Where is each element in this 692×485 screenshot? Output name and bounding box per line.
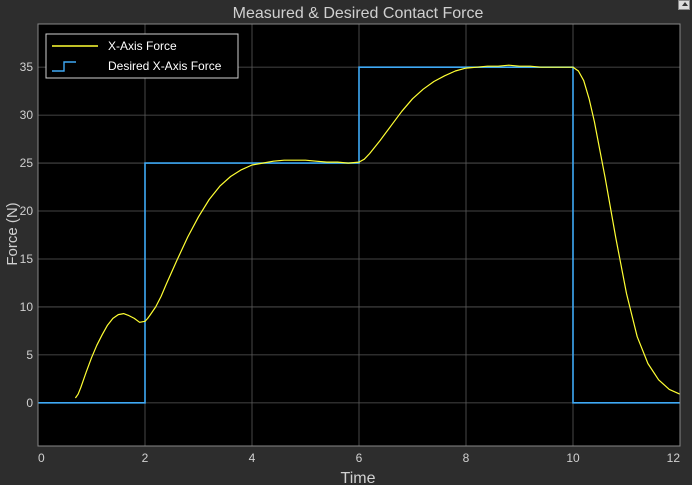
- legend-label-x-axis-force: X-Axis Force: [108, 39, 177, 53]
- y-tick-label: 5: [26, 348, 33, 362]
- legend[interactable]: X-Axis Force Desired X-Axis Force: [45, 33, 239, 79]
- legend-box: [45, 33, 239, 79]
- series-lines: [38, 64, 681, 404]
- chart-title: Measured & Desired Contact Force: [233, 5, 484, 22]
- legend-swatch-desired-x-axis-force: [52, 61, 76, 72]
- y-tick-label: 25: [20, 156, 34, 170]
- y-axis-label: Force (N): [4, 202, 21, 265]
- y-tick-label: 35: [20, 60, 34, 74]
- x-tick-label: 6: [356, 451, 363, 465]
- x-tick-label: 4: [249, 451, 256, 465]
- series-line-x-axis-force: [74, 64, 681, 399]
- x-tick-label: 2: [142, 451, 149, 465]
- x-tick-label: 10: [566, 451, 580, 465]
- expand-arrow-icon[interactable]: [678, 0, 690, 10]
- y-tick-label: 10: [20, 300, 34, 314]
- x-tick-label: 12: [667, 451, 681, 465]
- y-tick-label: 20: [20, 204, 34, 218]
- x-axis-label: Time: [341, 470, 376, 485]
- tick-labels: 0 2 4 6 8 10 12 0 5 10 15 20 25 30 35: [20, 60, 681, 465]
- y-tick-label: 15: [20, 252, 34, 266]
- x-tick-label: 8: [463, 451, 470, 465]
- plot-border: [37, 23, 681, 447]
- x-tick-label: 0: [38, 451, 45, 465]
- y-tick-label: 30: [20, 108, 34, 122]
- series-line-desired-x-axis-force: [38, 66, 680, 404]
- legend-label-desired-x-axis-force: Desired X-Axis Force: [108, 59, 222, 73]
- y-tick-label: 0: [26, 396, 33, 410]
